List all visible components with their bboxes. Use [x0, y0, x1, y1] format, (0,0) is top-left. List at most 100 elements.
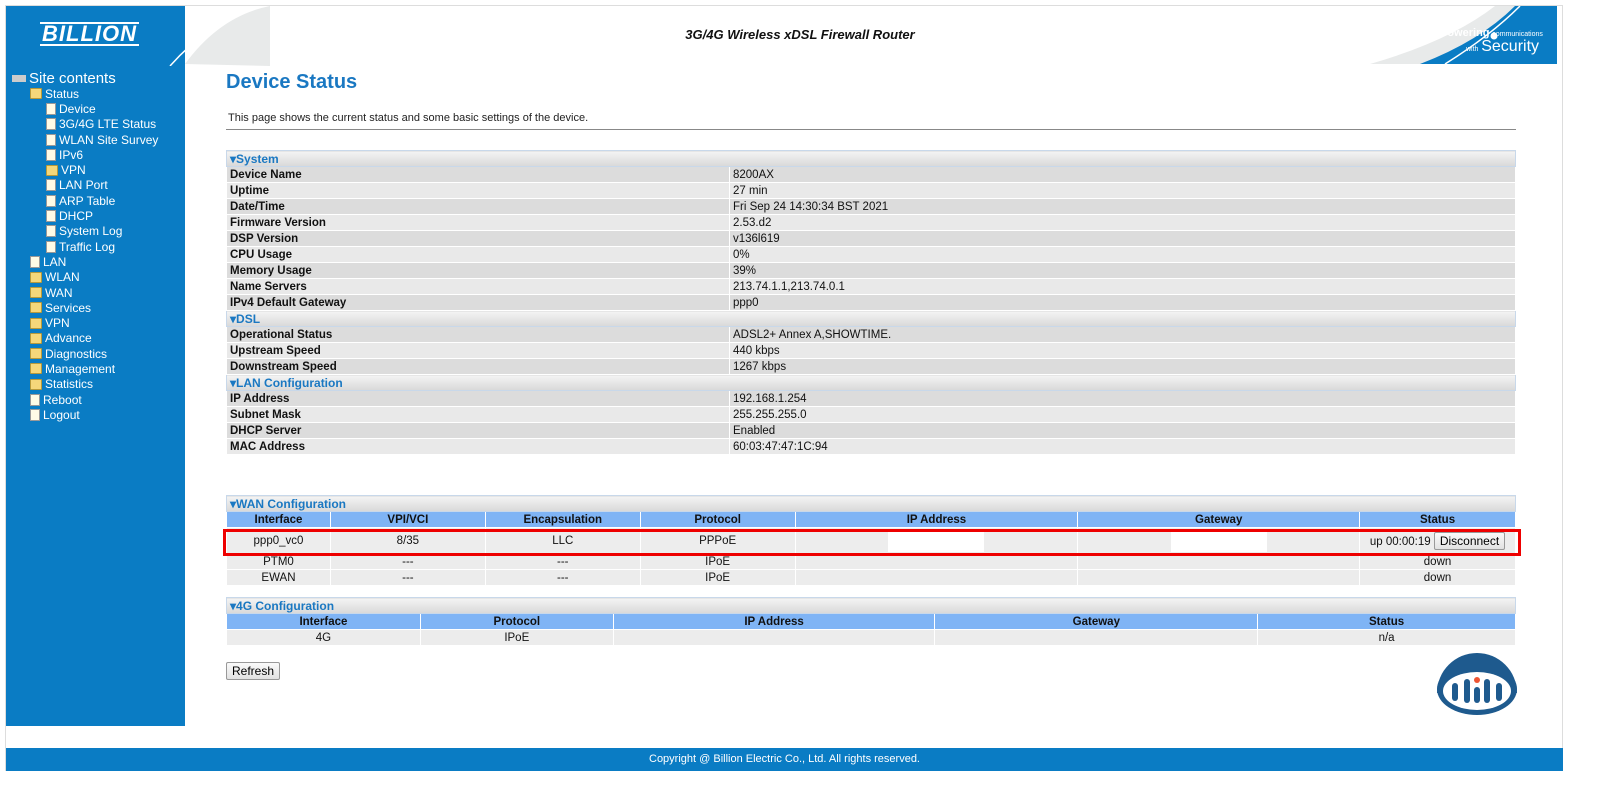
- table-row: Operational Status ADSL2+ Annex A,SHOWTIM…: [226, 326, 1516, 343]
- page-icon: [46, 240, 56, 253]
- cell-gateway: [1077, 569, 1361, 586]
- sidebar-item-vpn[interactable]: VPN: [12, 315, 158, 330]
- table-row: Memory Usage 39%: [226, 262, 1516, 279]
- sidebar-item-vpn[interactable]: VPN: [12, 162, 158, 177]
- cell-interface: EWAN: [226, 569, 331, 586]
- column-header: Protocol: [419, 613, 614, 630]
- sidebar-item-arp-table[interactable]: ARP Table: [12, 193, 158, 208]
- column-header: Status: [1257, 613, 1516, 630]
- column-header: Gateway: [1077, 511, 1361, 528]
- folder-open-icon: [30, 88, 42, 100]
- page-icon: [30, 255, 40, 268]
- row-value: 8200AX: [729, 166, 1516, 183]
- sidebar-item-device[interactable]: Device: [12, 101, 158, 116]
- sidebar-item-services[interactable]: Services: [12, 300, 158, 315]
- sidebar-item-wlan-site-survey[interactable]: WLAN Site Survey: [12, 132, 158, 147]
- table-row: Downstream Speed 1267 kbps: [226, 358, 1516, 375]
- redacted-value: [1170, 529, 1267, 552]
- folder-icon: [30, 287, 42, 298]
- sidebar-item-diagnostics[interactable]: Diagnostics: [12, 346, 158, 361]
- header-swoosh-left: [169, 6, 270, 66]
- cell-protocol: IPoE: [639, 553, 796, 570]
- sidebar-item-statistics[interactable]: Statistics: [12, 377, 158, 392]
- row-value: 0%: [729, 246, 1516, 263]
- row-label: MAC Address: [226, 438, 730, 455]
- cell-encapsulation: LLC: [484, 527, 641, 554]
- column-header: Interface: [226, 613, 421, 630]
- footer-copyright: Copyright @ Billion Electric Co., Ltd. A…: [6, 748, 1563, 771]
- sidebar-item-system-log[interactable]: System Log: [12, 224, 158, 239]
- row-value: ADSL2+ Annex A,SHOWTIME.: [729, 326, 1516, 343]
- sidebar-item-lan[interactable]: LAN: [12, 254, 158, 269]
- site-tree: Site contents Status Device 3G/4G LTE Stat…: [12, 70, 158, 423]
- wan-configuration-table: ▾WAN Configuration Interface VPI/VCI Encaps…: [226, 495, 1516, 586]
- folder-icon: [30, 348, 42, 360]
- sidebar-item-management[interactable]: Management: [12, 361, 158, 376]
- section-title: DSL: [236, 311, 261, 326]
- sidebar-item-traffic-log[interactable]: Traffic Log: [12, 239, 158, 254]
- section-header: ▾DSL: [226, 310, 1516, 327]
- table-row: Firmware Version 2.53.d2: [226, 214, 1516, 231]
- sidebar-item-reboot[interactable]: Reboot: [12, 392, 158, 407]
- table-row: Device Name 8200AX: [226, 166, 1516, 183]
- cell-encapsulation: ---: [484, 569, 641, 586]
- row-value: Fri Sep 24 14:30:34 BST 2021: [729, 198, 1516, 215]
- cell-interface: ppp0_vc0: [226, 527, 331, 554]
- row-value: 27 min: [729, 182, 1516, 199]
- router-title: 3G/4G Wireless xDSL Firewall Router: [685, 27, 915, 42]
- site-contents-root[interactable]: Site contents: [12, 70, 158, 87]
- column-headers: Interface VPI/VCI Encapsulation Protocol IP …: [226, 511, 1516, 528]
- sidebar-item-wlan[interactable]: WLAN: [12, 270, 158, 285]
- sidebar-item-3g-4g-lte-status[interactable]: 3G/4G LTE Status: [12, 117, 158, 132]
- cell-gateway: [1077, 553, 1361, 570]
- table-row: Upstream Speed 440 kbps: [226, 342, 1516, 359]
- header-banner-right: [1370, 6, 1557, 64]
- row-value: ppp0: [729, 294, 1516, 311]
- page-icon: [46, 118, 56, 131]
- page-icon: [46, 194, 56, 207]
- folder-icon: [30, 302, 42, 314]
- cell-protocol: PPPoE: [639, 527, 796, 554]
- sidebar-item-status[interactable]: Status: [12, 86, 158, 101]
- column-header: IP Address: [612, 613, 936, 630]
- row-value: Enabled: [729, 422, 1516, 439]
- site-icon: [12, 74, 26, 82]
- section-title: LAN Configuration: [236, 375, 343, 390]
- column-header: Encapsulation: [484, 511, 641, 528]
- table-row: Uptime 27 min: [226, 182, 1516, 199]
- sidebar-item-ipv6[interactable]: IPv6: [12, 147, 158, 162]
- section-title: 4G Configuration: [236, 598, 335, 613]
- cell-ip-address: [794, 553, 1079, 570]
- folder-icon: [30, 332, 42, 344]
- billion-logo: BILLION: [40, 21, 139, 46]
- sidebar-item-dhcp[interactable]: DHCP: [12, 208, 158, 223]
- cell-status: n/a: [1257, 629, 1516, 646]
- sidebar-item-logout[interactable]: Logout: [12, 407, 158, 422]
- sidebar-item-lan-port[interactable]: LAN Port: [12, 178, 158, 193]
- cell-status: down: [1359, 553, 1516, 570]
- column-header: Gateway: [934, 613, 1259, 630]
- tagline: Powering communications with Security: [1440, 27, 1543, 55]
- row-label: CPU Usage: [226, 246, 730, 263]
- table-row: DHCP Server Enabled: [226, 422, 1516, 439]
- row-value: v136l619: [729, 230, 1516, 247]
- row-value: 2.53.d2: [729, 214, 1516, 231]
- page-description: This page shows the current status and s…: [228, 112, 589, 124]
- disconnect-button[interactable]: Disconnect: [1433, 531, 1506, 550]
- sidebar-item-advance[interactable]: Advance: [12, 331, 158, 346]
- sidebar-item-wan[interactable]: WAN: [12, 285, 158, 300]
- status-table: ▾System Device Name 8200AX Uptime 27 min Date…: [226, 150, 1516, 455]
- cell-vpi-vci: ---: [329, 569, 486, 586]
- section-header: ▾WAN Configuration: [226, 495, 1516, 512]
- divider: [226, 129, 1516, 130]
- cell-interface: PTM0: [226, 553, 331, 570]
- table-row: PTM0 --- --- IPoE down: [226, 553, 1516, 570]
- row-value: 255.255.255.0: [729, 406, 1516, 423]
- page-icon: [46, 210, 56, 223]
- cell-vpi-vci: 8/35: [329, 527, 486, 554]
- table-row: Name Servers 213.74.1.1,213.74.0.1: [226, 278, 1516, 295]
- column-header: Status: [1359, 511, 1516, 528]
- cell-protocol: IPoE: [419, 629, 614, 646]
- refresh-button[interactable]: Refresh: [226, 662, 281, 680]
- section-title: System: [236, 151, 279, 166]
